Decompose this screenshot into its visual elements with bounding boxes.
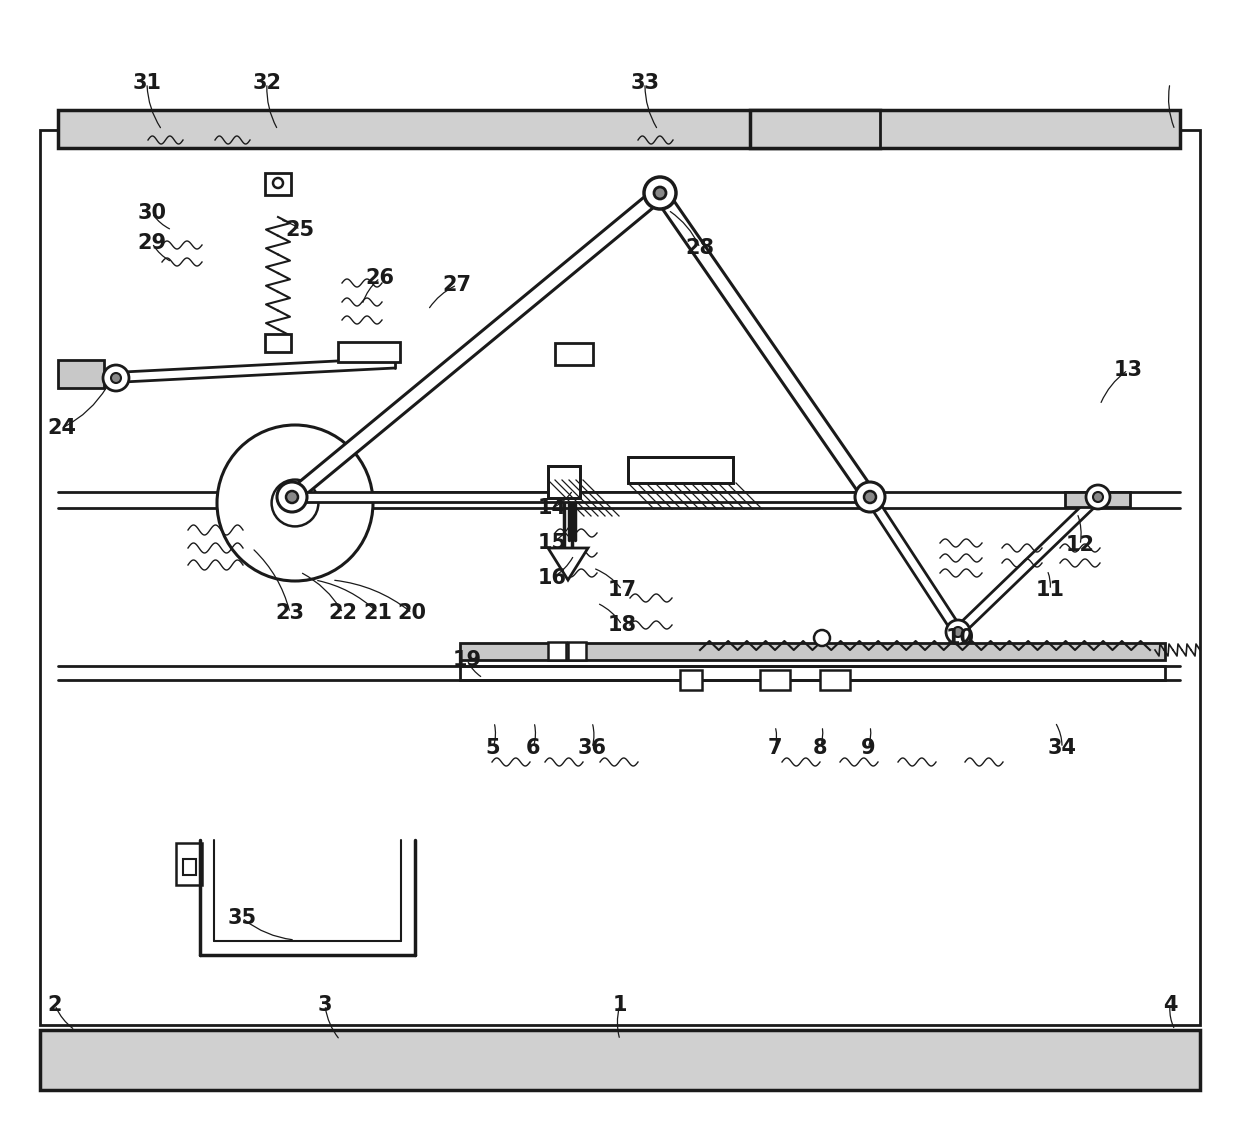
Text: 19: 19 bbox=[453, 650, 481, 670]
Circle shape bbox=[954, 627, 963, 637]
Bar bbox=[58, 360, 104, 388]
Circle shape bbox=[644, 177, 676, 209]
Circle shape bbox=[946, 620, 970, 644]
Text: 35: 35 bbox=[227, 908, 257, 928]
Text: 6: 6 bbox=[526, 738, 541, 758]
Bar bbox=[184, 859, 196, 875]
Bar bbox=[750, 110, 1180, 148]
Bar bbox=[58, 110, 880, 148]
Text: 22: 22 bbox=[329, 603, 357, 623]
Bar bbox=[40, 131, 1200, 1025]
Text: 31: 31 bbox=[133, 73, 161, 93]
Bar bbox=[548, 466, 580, 498]
Text: 21: 21 bbox=[363, 603, 393, 623]
Bar bbox=[460, 666, 1166, 680]
Text: 36: 36 bbox=[578, 738, 606, 758]
Text: 13: 13 bbox=[1114, 360, 1142, 380]
Circle shape bbox=[272, 480, 319, 527]
Text: 1: 1 bbox=[613, 995, 627, 1015]
Text: 28: 28 bbox=[686, 238, 714, 258]
Bar bbox=[265, 334, 291, 352]
Text: 34: 34 bbox=[1048, 738, 1076, 758]
Text: 12: 12 bbox=[1065, 535, 1095, 555]
Text: 15: 15 bbox=[537, 533, 567, 553]
Text: 14: 14 bbox=[537, 498, 567, 518]
Polygon shape bbox=[548, 548, 588, 580]
Bar bbox=[750, 110, 1180, 148]
Circle shape bbox=[112, 373, 122, 382]
Text: 9: 9 bbox=[861, 738, 875, 758]
Polygon shape bbox=[866, 494, 962, 634]
Bar bbox=[680, 670, 702, 690]
Circle shape bbox=[856, 482, 885, 512]
Bar bbox=[1065, 491, 1130, 507]
Circle shape bbox=[813, 630, 830, 646]
Circle shape bbox=[864, 491, 875, 503]
Circle shape bbox=[273, 178, 283, 188]
Bar bbox=[760, 670, 790, 690]
Bar bbox=[265, 173, 291, 195]
Text: 7: 7 bbox=[768, 738, 782, 758]
Text: 33: 33 bbox=[630, 73, 660, 93]
Text: 11: 11 bbox=[1035, 580, 1064, 600]
Circle shape bbox=[103, 365, 129, 390]
Bar bbox=[339, 342, 401, 362]
Polygon shape bbox=[288, 187, 665, 503]
Circle shape bbox=[286, 495, 303, 511]
Text: 20: 20 bbox=[398, 603, 427, 623]
Text: 24: 24 bbox=[47, 418, 77, 438]
Polygon shape bbox=[655, 190, 875, 501]
Bar bbox=[460, 644, 1166, 659]
Bar bbox=[568, 642, 587, 659]
Circle shape bbox=[277, 482, 308, 512]
Bar bbox=[548, 466, 580, 498]
Text: 29: 29 bbox=[138, 233, 166, 253]
Text: 30: 30 bbox=[138, 203, 166, 222]
Bar bbox=[556, 343, 593, 365]
Bar bbox=[820, 670, 849, 690]
Text: 10: 10 bbox=[945, 628, 975, 648]
Text: 3: 3 bbox=[317, 995, 332, 1015]
Bar bbox=[58, 110, 880, 148]
Text: 25: 25 bbox=[285, 220, 315, 239]
Text: 23: 23 bbox=[275, 603, 305, 623]
Circle shape bbox=[653, 187, 666, 199]
Bar bbox=[548, 642, 565, 659]
Bar bbox=[40, 1029, 1200, 1090]
Polygon shape bbox=[291, 491, 870, 502]
Circle shape bbox=[1086, 485, 1110, 508]
Text: 16: 16 bbox=[537, 568, 567, 588]
Circle shape bbox=[286, 491, 298, 503]
Bar bbox=[627, 457, 733, 484]
Text: 26: 26 bbox=[366, 268, 394, 288]
Bar bbox=[627, 457, 733, 484]
Text: 27: 27 bbox=[443, 275, 471, 295]
Bar bbox=[176, 843, 202, 885]
Circle shape bbox=[1092, 491, 1104, 502]
Text: 4: 4 bbox=[1163, 995, 1177, 1015]
Bar bbox=[40, 1029, 1200, 1090]
Text: 5: 5 bbox=[486, 738, 500, 758]
Circle shape bbox=[217, 424, 373, 581]
Polygon shape bbox=[955, 494, 1101, 636]
Text: 18: 18 bbox=[608, 615, 636, 634]
Text: 32: 32 bbox=[253, 73, 281, 93]
Text: 8: 8 bbox=[812, 738, 827, 758]
Text: 2: 2 bbox=[48, 995, 62, 1015]
Text: 17: 17 bbox=[608, 580, 636, 600]
